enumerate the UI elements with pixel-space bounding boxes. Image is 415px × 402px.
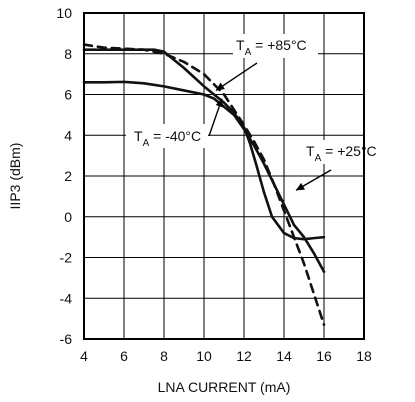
x-tick-label-3: 10 bbox=[196, 348, 212, 364]
annotation-label-0: TA = +85°C bbox=[236, 37, 307, 58]
x-tick-label-2: 8 bbox=[160, 348, 168, 364]
series-line-1 bbox=[82, 80, 326, 274]
annotation-leader-0 bbox=[215, 62, 258, 92]
x-tick-label-5: 14 bbox=[276, 348, 292, 364]
x-tick-label-1: 6 bbox=[120, 348, 128, 364]
annotation-label-1: TA = -40°C bbox=[134, 128, 201, 149]
annotation-arrowhead-0 bbox=[216, 82, 225, 91]
series-line-2 bbox=[82, 43, 326, 327]
y-tick-label-5: 4 bbox=[64, 127, 72, 143]
annotation-arrowhead-1 bbox=[215, 98, 224, 108]
annotation-background-1 bbox=[126, 124, 208, 148]
y-tick-label-0: -6 bbox=[60, 331, 73, 347]
y-tick-label-4: 2 bbox=[64, 168, 72, 184]
annotation-background-0 bbox=[233, 34, 318, 58]
y-tick-label-3: 0 bbox=[64, 209, 72, 225]
x-tick-label-6: 16 bbox=[316, 348, 332, 364]
x-tick-label-0: 4 bbox=[80, 348, 88, 364]
y-tick-label-1: -4 bbox=[60, 290, 73, 306]
y-tick-label-6: 6 bbox=[64, 87, 72, 103]
y-tick-label-8: 10 bbox=[56, 5, 72, 21]
x-axis-label: LNA CURRENT (mA) bbox=[158, 379, 291, 395]
y-tick-label-2: -2 bbox=[60, 250, 73, 266]
plot-frame bbox=[83, 12, 365, 340]
series-layer bbox=[82, 43, 326, 327]
y-tick-label-7: 8 bbox=[64, 46, 72, 62]
y-axis-label: IIP3 (dBm) bbox=[7, 143, 23, 210]
axis-layer: 4 6 8 10 12 14 16 18 -6 -4 -2 0 2 4 6 8 10 bbox=[56, 5, 372, 364]
annotation-layer: TA = +85°C TA = -40°C TA = +25°C bbox=[126, 34, 380, 191]
annotation-label-2: TA = +25°C bbox=[306, 143, 377, 164]
annotation-arrowhead-2 bbox=[296, 182, 305, 191]
annotation-background-2 bbox=[300, 140, 380, 164]
x-tick-label-4: 12 bbox=[236, 348, 252, 364]
x-tick-label-7: 18 bbox=[356, 348, 372, 364]
